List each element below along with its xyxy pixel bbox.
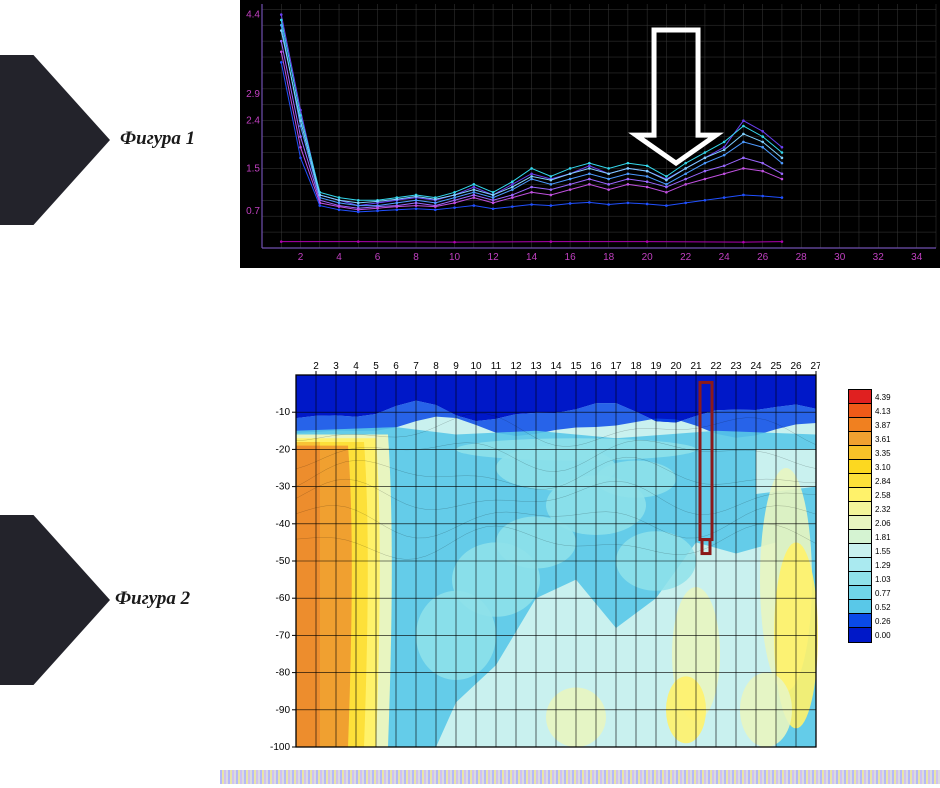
svg-text:4: 4 xyxy=(336,252,342,263)
svg-text:-40: -40 xyxy=(276,519,291,530)
colorbar-legend: 4.39 4.13 3.87 3.61 3.35 3.10 2.84 2.58 2.32 2.06… xyxy=(848,390,891,642)
svg-text:2: 2 xyxy=(313,361,319,372)
svg-text:10: 10 xyxy=(449,252,461,263)
legend-value: 3.35 xyxy=(875,449,891,458)
svg-text:2: 2 xyxy=(298,252,304,263)
svg-text:22: 22 xyxy=(710,361,722,372)
svg-text:18: 18 xyxy=(630,361,642,372)
legend-value: 0.77 xyxy=(875,589,891,598)
svg-text:6: 6 xyxy=(393,361,399,372)
svg-text:-60: -60 xyxy=(276,593,291,604)
svg-text:1.5: 1.5 xyxy=(246,163,260,174)
svg-text:19: 19 xyxy=(650,361,662,372)
svg-text:14: 14 xyxy=(550,361,562,372)
legend-value: 1.55 xyxy=(875,547,891,556)
svg-text:15: 15 xyxy=(570,361,582,372)
legend-value: 0.26 xyxy=(875,617,891,626)
svg-text:12: 12 xyxy=(510,361,522,372)
svg-text:25: 25 xyxy=(770,361,782,372)
svg-text:-10: -10 xyxy=(276,407,291,418)
legend-value: 1.03 xyxy=(875,575,891,584)
svg-text:27: 27 xyxy=(810,361,820,372)
svg-text:-90: -90 xyxy=(276,705,291,716)
legend-value: 0.00 xyxy=(875,631,891,640)
svg-text:12: 12 xyxy=(488,252,500,263)
svg-text:23: 23 xyxy=(730,361,742,372)
svg-text:7: 7 xyxy=(413,361,419,372)
svg-text:13: 13 xyxy=(530,361,542,372)
svg-text:22: 22 xyxy=(680,252,692,263)
svg-text:5: 5 xyxy=(373,361,379,372)
figure2-contour-chart: 2345678910111213141516171819202122232425… xyxy=(260,355,820,755)
deco-arrow-1 xyxy=(0,40,110,240)
legend-value: 0.52 xyxy=(875,603,891,612)
legend-value: 1.29 xyxy=(875,561,891,570)
legend-value: 1.81 xyxy=(875,533,891,542)
legend-value: 4.13 xyxy=(875,407,891,416)
svg-text:20: 20 xyxy=(642,252,654,263)
svg-text:-100: -100 xyxy=(270,742,290,753)
svg-text:2.9: 2.9 xyxy=(246,89,260,100)
svg-text:-20: -20 xyxy=(276,444,291,455)
deco-arrow-2 xyxy=(0,500,110,700)
svg-text:24: 24 xyxy=(719,252,731,263)
svg-text:-50: -50 xyxy=(276,556,291,567)
legend-swatch xyxy=(848,627,872,643)
svg-text:34: 34 xyxy=(911,252,923,263)
svg-text:11: 11 xyxy=(491,361,502,372)
legend-value: 3.61 xyxy=(875,435,891,444)
svg-text:3: 3 xyxy=(333,361,339,372)
svg-text:24: 24 xyxy=(750,361,762,372)
svg-text:21: 21 xyxy=(690,361,702,372)
legend-value: 2.58 xyxy=(875,491,891,500)
svg-text:10: 10 xyxy=(470,361,482,372)
svg-text:8: 8 xyxy=(413,252,419,263)
svg-text:6: 6 xyxy=(375,252,381,263)
svg-text:14: 14 xyxy=(526,252,538,263)
legend-value: 2.32 xyxy=(875,505,891,514)
legend-value: 2.84 xyxy=(875,477,891,486)
svg-text:4.4: 4.4 xyxy=(246,10,260,21)
svg-text:4: 4 xyxy=(353,361,359,372)
svg-text:17: 17 xyxy=(610,361,622,372)
svg-text:-70: -70 xyxy=(276,630,291,641)
legend-value: 3.87 xyxy=(875,421,891,430)
svg-text:32: 32 xyxy=(873,252,885,263)
svg-text:-80: -80 xyxy=(276,668,291,679)
legend-value: 4.39 xyxy=(875,393,891,402)
svg-text:20: 20 xyxy=(670,361,682,372)
svg-text:30: 30 xyxy=(834,252,846,263)
figure1-line-chart: 2468101214161820222426283032340.71.52.42… xyxy=(240,0,940,268)
legend-value: 2.06 xyxy=(875,519,891,528)
svg-text:2.4: 2.4 xyxy=(246,116,260,127)
figure1-label: Фигура 1 xyxy=(120,128,195,150)
bottom-noise-strip xyxy=(220,770,940,784)
svg-text:26: 26 xyxy=(790,361,802,372)
svg-text:18: 18 xyxy=(603,252,615,263)
svg-text:28: 28 xyxy=(796,252,808,263)
svg-text:-30: -30 xyxy=(276,482,291,493)
svg-text:0.7: 0.7 xyxy=(246,206,260,217)
svg-text:16: 16 xyxy=(590,361,602,372)
svg-text:16: 16 xyxy=(565,252,577,263)
svg-text:26: 26 xyxy=(757,252,769,263)
legend-value: 3.10 xyxy=(875,463,891,472)
figure2-label: Фигура 2 xyxy=(115,588,190,610)
svg-text:8: 8 xyxy=(433,361,439,372)
svg-text:9: 9 xyxy=(453,361,459,372)
